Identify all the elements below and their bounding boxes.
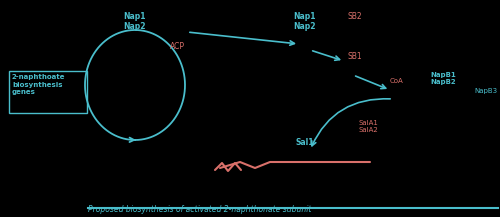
Text: Proposed biosynthesis of activated 2-naphthonate subunit: Proposed biosynthesis of activated 2-nap… <box>88 205 312 214</box>
Text: SB2: SB2 <box>348 12 362 21</box>
Text: SB1: SB1 <box>348 52 362 61</box>
Text: Sal1: Sal1 <box>296 138 314 147</box>
Text: CoA: CoA <box>390 78 404 84</box>
Text: 2-naphthoate
biosynthesis
genes: 2-naphthoate biosynthesis genes <box>12 74 66 95</box>
Text: Nap1
Nap2: Nap1 Nap2 <box>124 12 146 31</box>
Text: SalA1
SalA2: SalA1 SalA2 <box>358 120 378 133</box>
Text: Nap1
Nap2: Nap1 Nap2 <box>294 12 316 31</box>
Text: NapB3: NapB3 <box>474 88 497 94</box>
Text: ACP: ACP <box>170 42 185 51</box>
Text: NapB1
NapB2: NapB1 NapB2 <box>430 72 456 85</box>
